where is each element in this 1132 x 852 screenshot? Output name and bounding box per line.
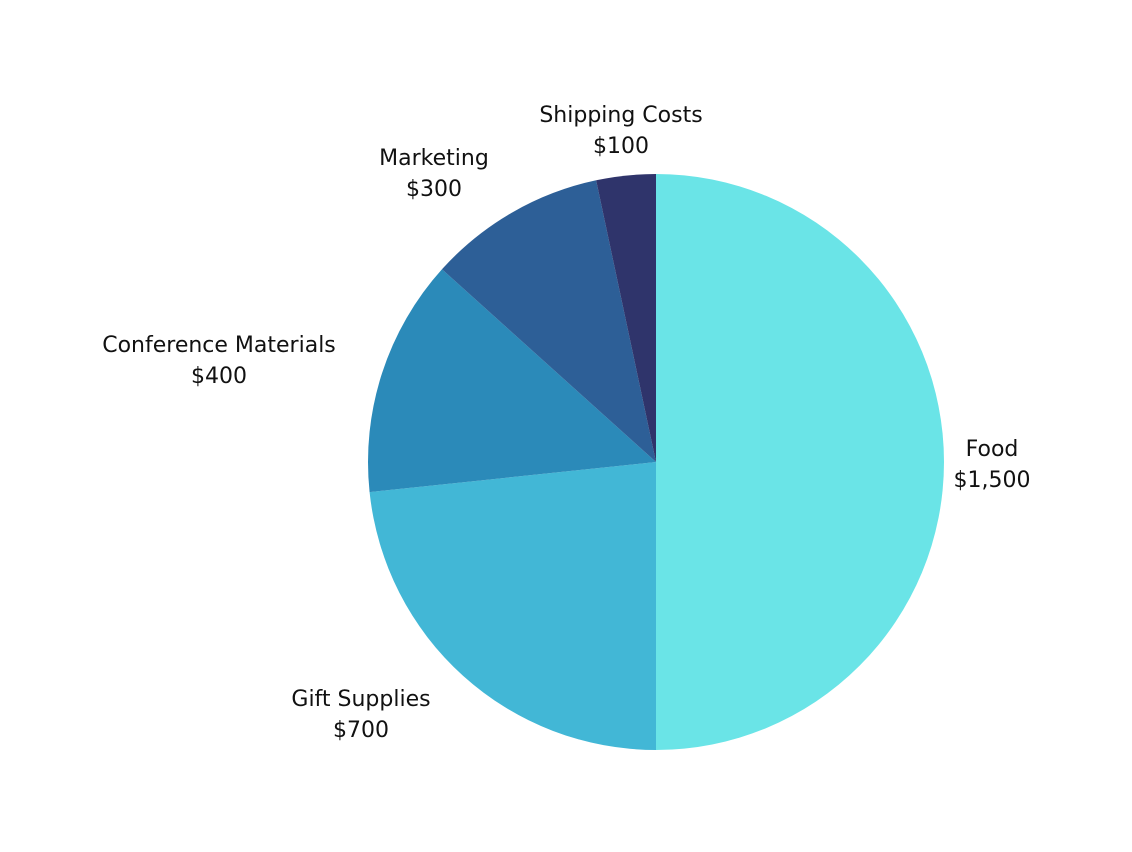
- slice-value-label: $400: [191, 364, 247, 389]
- slice-category-label: Conference Materials: [102, 333, 336, 358]
- slice-value-label: $300: [406, 177, 462, 202]
- slice-label-gift-supplies: Gift Supplies $700: [291, 687, 430, 743]
- slice-category-label: Gift Supplies: [291, 687, 430, 712]
- slice-label-food: Food $1,500: [954, 437, 1031, 493]
- slice-category-label: Marketing: [379, 146, 489, 171]
- slice-label-marketing: Marketing $300: [379, 146, 489, 202]
- pie-slices: [368, 174, 944, 750]
- pie-slice-shipping-costs: [596, 174, 656, 462]
- slice-value-label: $100: [593, 134, 649, 159]
- pie-slice-gift-supplies: [369, 462, 656, 750]
- slice-value-label: $700: [333, 718, 389, 743]
- pie-labels: Food $1,500 Gift Supplies $700 Conference Ma…: [102, 103, 1030, 743]
- slice-label-shipping-costs: Shipping Costs $100: [539, 103, 702, 159]
- slice-category-label: Shipping Costs: [539, 103, 702, 128]
- pie-slice-marketing: [441, 180, 656, 463]
- slice-category-label: Food: [966, 437, 1019, 462]
- slice-value-label: $1,500: [954, 468, 1031, 493]
- pie-slice-conference-materials: [368, 269, 656, 493]
- pie-slice-food: [656, 174, 944, 750]
- slice-label-conference-materials: Conference Materials $400: [102, 333, 336, 389]
